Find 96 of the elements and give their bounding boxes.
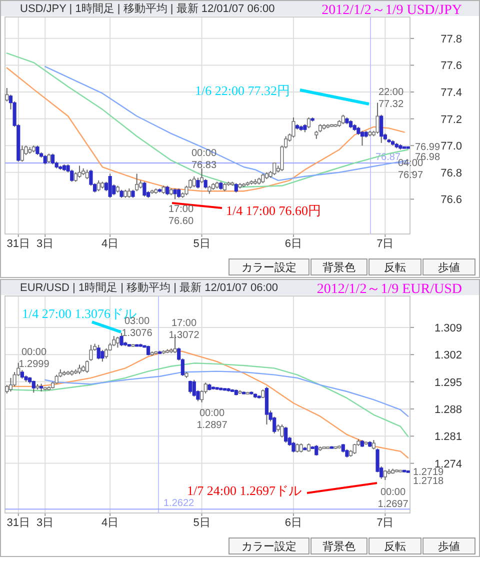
candlestick [292, 441, 296, 453]
candlestick [108, 173, 112, 198]
candlestick [78, 165, 82, 178]
button: カラー設定 [228, 258, 310, 276]
y-tick-label: 77.6 [440, 60, 462, 72]
button: 背景色 [310, 258, 368, 276]
x-tick-label: 7日 [376, 238, 394, 250]
annotation: 04:00 76.97 [398, 158, 424, 181]
annotation: 1/4 17:00 76.60円 [226, 203, 321, 218]
x-tick-label: 31日 [6, 238, 30, 250]
x-tick-label: 31日 [6, 517, 30, 529]
y-tick-label: 76.6 [440, 194, 462, 206]
candlestick [146, 345, 150, 356]
candlestick [261, 173, 265, 184]
candlestick [36, 145, 40, 156]
candlestick [96, 344, 100, 360]
y-tick-label: 77.8 [440, 33, 462, 46]
x-tick-label: 3日 [36, 238, 54, 250]
chart-subtitle: 2012/1/2～1/9 EUR/USD [316, 282, 462, 297]
text: 1.2718 [413, 476, 444, 487]
candlestick [100, 349, 104, 362]
annotation: 00:00 76.83 [191, 148, 217, 171]
y-tick-label: 77.2 [440, 114, 462, 126]
ref-line-label: 1.2622 [164, 498, 195, 510]
x-tick-label: 5日 [193, 238, 210, 250]
y-tick-label: 1.288 [434, 404, 462, 416]
button: カラー設定 [228, 538, 310, 554]
candlestick [50, 153, 55, 165]
annotation: 22:00 77.32 [378, 87, 404, 110]
y-tick-label: 77.0 [440, 140, 462, 153]
candlestick [314, 444, 318, 456]
candlestick [177, 188, 181, 198]
candlestick [272, 162, 276, 176]
candlestick [120, 332, 124, 347]
y-tick-label: 1.295 [434, 376, 462, 389]
button: 反転 [368, 538, 422, 554]
candlestick [234, 182, 238, 193]
x-tick-label: 7日 [376, 517, 394, 529]
text: 1.2719 [413, 467, 444, 478]
candlestick [372, 440, 376, 450]
candlestick [78, 364, 82, 375]
y-tick-label: 1.281 [434, 431, 462, 444]
chart-title: USD/JPY | 1時間足 | 移動平均 | 最新 12/01/07 06:00 [20, 2, 275, 15]
candlestick [284, 426, 288, 444]
annotation: 17:00 76.60 [168, 204, 194, 227]
x-tick-label: 4日 [102, 238, 119, 250]
annotation: 1/7 24:00 1.2697ドル [187, 483, 302, 498]
y-tick-label: 77.4 [440, 87, 462, 100]
line-series [44, 370, 409, 417]
annotation: 17:00 1.3072 [168, 318, 200, 341]
candlestick [192, 176, 196, 188]
annotation: 1/6 22:00 77.32円 [195, 83, 290, 98]
candlestick [166, 185, 170, 196]
annotation: 00:00 1.2999 [18, 347, 50, 370]
candlestick [306, 116, 311, 129]
text: 76.99 [415, 142, 440, 153]
chart-title: EUR/USD | 1時間足 | 移動平均 | 最新 12/01/07 06:00 [20, 281, 278, 294]
x-tick-label: 6日 [284, 517, 302, 529]
candlestick [85, 360, 89, 374]
candlestick [32, 380, 36, 394]
candlestick [196, 177, 200, 189]
candlestick [188, 380, 192, 394]
candlestick [127, 188, 131, 198]
y-tick-label: 1.309 [434, 322, 462, 334]
x-tick-label: 3日 [36, 517, 54, 529]
candlestick [376, 102, 380, 134]
candlestick [112, 335, 116, 347]
annotation: 00:00 1.2897 [196, 408, 228, 431]
candlestick [96, 180, 100, 192]
candlestick [104, 348, 108, 359]
candlestick [341, 114, 345, 125]
candlestick [20, 145, 24, 162]
candlestick [85, 169, 89, 180]
candlestick [135, 173, 139, 192]
candlestick [43, 154, 47, 165]
y-tick-label: 1.302 [434, 350, 462, 362]
candlestick [173, 188, 177, 200]
y-tick-label: 76.8 [440, 167, 462, 180]
candlestick [360, 130, 364, 146]
candlestick [292, 116, 296, 138]
candlestick [89, 344, 93, 362]
button: 歩値 [422, 538, 476, 554]
line-series [6, 349, 409, 458]
chart-subtitle: 2012/1/2～1/9 USD/JPY [322, 3, 462, 18]
button: 反転 [368, 258, 422, 276]
x-tick-label: 4日 [102, 517, 119, 529]
candlestick [142, 181, 146, 197]
annotation: 00:00 1.2697 [378, 487, 409, 510]
x-tick-label: 6日 [284, 238, 302, 250]
candlestick [116, 336, 120, 348]
candlestick [352, 443, 356, 454]
x-tick-label: 5日 [193, 517, 210, 529]
candlestick [192, 379, 196, 398]
button: 背景色 [310, 538, 368, 554]
button: 歩値 [422, 258, 476, 276]
candlestick [47, 153, 51, 164]
